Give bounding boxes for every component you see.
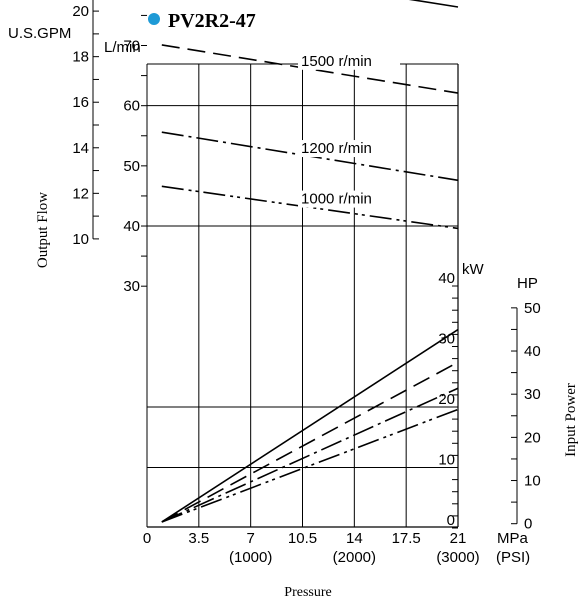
gpm-tick-label: 18 bbox=[72, 49, 89, 66]
x-tick-label: 21 bbox=[450, 530, 467, 547]
x-tick-label-psi: (2000) bbox=[333, 549, 376, 566]
lmin-unit-label: L/min bbox=[104, 39, 141, 56]
lmin-tick-label: 30 bbox=[123, 278, 140, 295]
title-marker bbox=[148, 13, 160, 25]
lmin-tick-label: 40 bbox=[123, 218, 140, 235]
lmin-axis: 85807060504030 bbox=[123, 14, 147, 295]
x-axis: 0 3.5 7 10.5 14 17.5 21 (1000) (2000) (3000) bbox=[143, 530, 480, 566]
x-tick-label: 3.5 bbox=[188, 530, 209, 547]
chart-title: PV2R2-47 bbox=[168, 10, 256, 32]
power-line-1500 bbox=[161, 361, 459, 523]
gpm-tick-label: 16 bbox=[72, 94, 89, 111]
flow-label-bg bbox=[298, 140, 401, 158]
flow-line-1000 bbox=[161, 185, 459, 230]
hp-tick-label: 50 bbox=[524, 300, 541, 317]
flow-series-label: 1000 r/min bbox=[301, 191, 372, 208]
hp-tick-label: 0 bbox=[524, 516, 532, 533]
x-unit-primary: MPa bbox=[497, 530, 529, 547]
x-tick-label: 7 bbox=[246, 530, 254, 547]
lmin-tick-label: 50 bbox=[123, 158, 140, 175]
flow-series-label: 1200 r/min bbox=[301, 140, 372, 157]
flow-line-1800 bbox=[408, 0, 459, 8]
lmin-tick-label: 70 bbox=[123, 38, 140, 55]
kw-unit-label: kW bbox=[462, 261, 485, 278]
power-line-1200 bbox=[161, 387, 459, 523]
plot-grid bbox=[146, 63, 459, 528]
gpm-tick-label: 14 bbox=[72, 140, 89, 157]
power-line-1000 bbox=[161, 408, 459, 523]
gpm-tick-label: 10 bbox=[72, 231, 89, 248]
power-series bbox=[161, 328, 459, 523]
right-axis-title: Input Power bbox=[563, 383, 579, 457]
kw-tick-label: 0 bbox=[447, 512, 455, 529]
left-axis-title: Output Flow bbox=[35, 192, 51, 268]
x-unit-secondary: (PSI) bbox=[496, 549, 530, 566]
x-tick-label: 17.5 bbox=[392, 530, 421, 547]
gpm-tick-label: 12 bbox=[72, 185, 89, 202]
x-tick-label-psi: (1000) bbox=[229, 549, 272, 566]
gpm-axis: 2322201816141210 bbox=[72, 0, 99, 248]
kw-tick-label: 20 bbox=[438, 391, 455, 408]
hp-tick-label: 20 bbox=[524, 429, 541, 446]
power-line-1800 bbox=[161, 328, 459, 523]
hp-tick-label: 40 bbox=[524, 343, 541, 360]
hp-tick-label: 30 bbox=[524, 386, 541, 403]
x-tick-label: 0 bbox=[143, 530, 151, 547]
lmin-tick-label: 60 bbox=[123, 98, 140, 115]
x-axis-title: Pressure bbox=[284, 585, 331, 600]
x-tick-label: 10.5 bbox=[288, 530, 317, 547]
x-tick-label: 14 bbox=[346, 530, 363, 547]
flow-label-bg bbox=[298, 190, 401, 208]
hp-tick-label: 10 bbox=[524, 473, 541, 490]
gpm-unit-label: U.S.GPM bbox=[8, 25, 71, 42]
gpm-tick-label: 20 bbox=[72, 3, 89, 20]
kw-tick-label: 40 bbox=[438, 270, 455, 287]
x-tick-label-psi: (3000) bbox=[436, 549, 479, 566]
kw-tick-label: 10 bbox=[438, 452, 455, 469]
flow-series-label: 1500 r/min bbox=[301, 53, 372, 70]
flow-label-bg bbox=[298, 52, 401, 70]
hp-unit-label: HP bbox=[517, 275, 538, 292]
hp-axis: 50 40 30 20 10 0 bbox=[511, 300, 541, 533]
flow-line-1500 bbox=[161, 44, 459, 94]
